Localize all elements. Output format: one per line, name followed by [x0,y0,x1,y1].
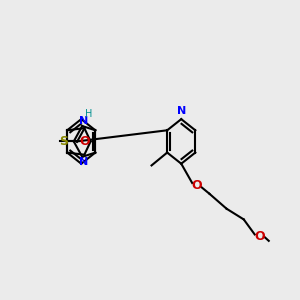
Text: O: O [80,135,90,148]
Text: O: O [254,230,265,243]
Text: O: O [192,178,202,192]
Text: N: N [79,116,88,126]
Text: N: N [177,106,186,116]
Text: H: H [85,109,93,119]
Text: N: N [79,157,88,167]
Text: S: S [60,135,69,148]
